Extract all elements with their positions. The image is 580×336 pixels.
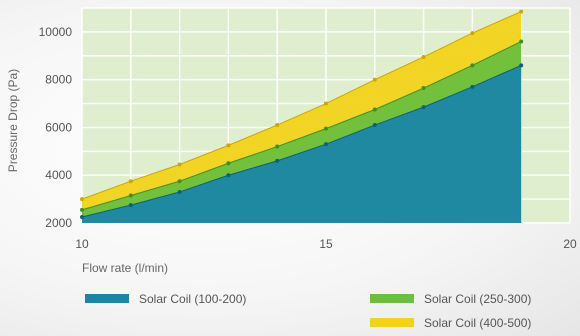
series-line-1 <box>81 64 522 218</box>
area-1 <box>82 65 522 223</box>
data-point <box>177 162 182 167</box>
x-tick-labels: 10 15 20 <box>75 237 577 251</box>
data-point <box>470 84 475 89</box>
legend-swatch-2 <box>370 294 414 303</box>
data-point <box>80 215 84 220</box>
legend-label-1: Solar Coil (100-200) <box>139 292 246 306</box>
data-point <box>128 203 133 208</box>
data-point <box>275 144 280 149</box>
series-points <box>80 9 524 220</box>
series-line-3 <box>81 11 522 200</box>
y-tick-label: 10000 <box>39 25 73 39</box>
data-point <box>177 179 182 184</box>
legend: Solar Coil (100-200) Solar Coil (250-300)… <box>85 292 531 330</box>
data-point <box>80 197 84 202</box>
data-point <box>275 123 280 128</box>
data-point <box>421 54 426 59</box>
data-point <box>470 63 475 68</box>
y-tick-label: 6000 <box>45 120 72 134</box>
x-axis-title: Flow rate (l/min) <box>82 261 168 275</box>
data-point <box>470 31 475 36</box>
y-tick-label: 4000 <box>45 168 72 182</box>
data-point <box>128 179 133 184</box>
series-line-2 <box>81 40 522 211</box>
data-point <box>226 161 231 166</box>
data-point <box>372 107 377 112</box>
legend-label-2: Solar Coil (250-300) <box>424 292 531 306</box>
data-point <box>372 77 377 82</box>
data-point <box>519 39 524 44</box>
x-tick-label: 10 <box>75 237 89 251</box>
series-lines <box>81 11 522 218</box>
data-point <box>324 126 328 131</box>
data-point <box>421 86 426 91</box>
series-areas <box>82 11 522 224</box>
data-point <box>324 101 328 106</box>
y-tick-label: 2000 <box>45 216 72 230</box>
data-point <box>275 158 280 163</box>
data-point <box>177 189 182 194</box>
data-point <box>372 123 377 128</box>
data-point <box>128 193 133 198</box>
y-tick-labels: 2000 4000 6000 8000 10000 <box>39 25 73 230</box>
legend-swatch-3 <box>370 318 414 327</box>
legend-label-3: Solar Coil (400-500) <box>424 316 531 330</box>
data-point <box>519 9 524 14</box>
legend-swatch-1 <box>85 294 129 303</box>
data-point <box>226 143 231 148</box>
data-point <box>80 207 84 212</box>
y-tick-label: 8000 <box>45 73 72 87</box>
data-point <box>519 63 524 68</box>
x-tick-label: 20 <box>563 237 577 251</box>
x-tick-label: 15 <box>319 237 333 251</box>
data-point <box>421 105 426 110</box>
y-axis-title: Pressure Drop (Pa) <box>6 69 20 172</box>
data-point <box>324 142 328 147</box>
data-point <box>226 173 231 178</box>
